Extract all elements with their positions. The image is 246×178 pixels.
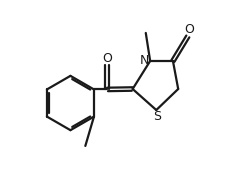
Text: S: S xyxy=(153,110,161,123)
Text: N: N xyxy=(139,54,149,67)
Text: O: O xyxy=(102,52,112,65)
Text: O: O xyxy=(184,23,194,36)
